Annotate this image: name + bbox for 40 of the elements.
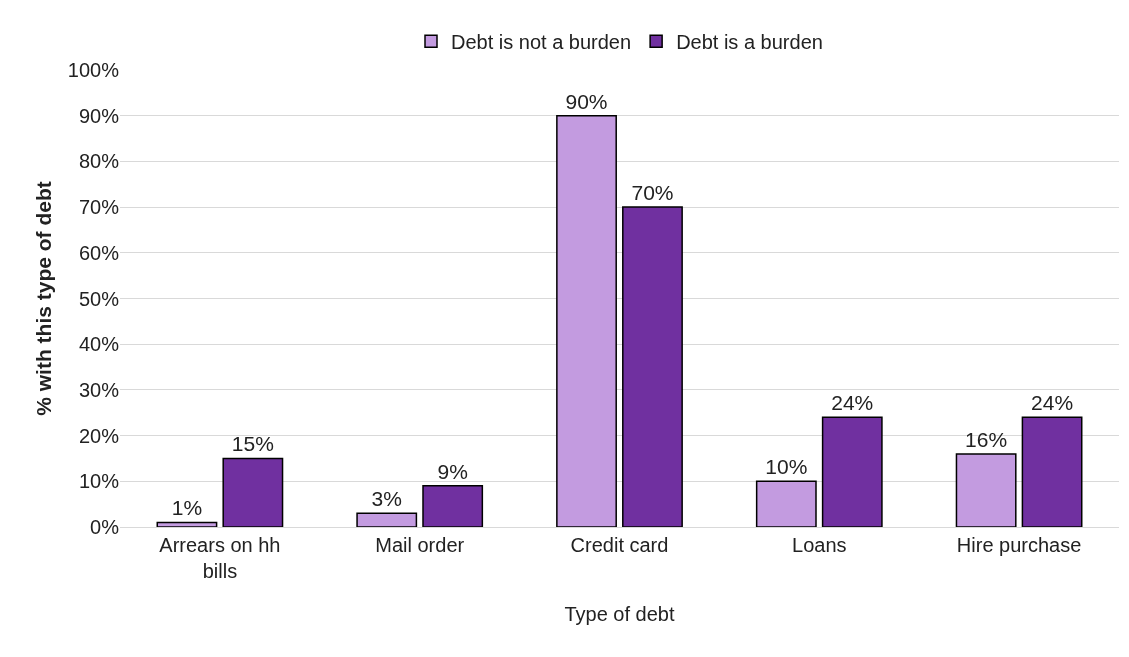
x-tick-label: Loans — [792, 534, 847, 556]
x-tick-label: Credit card — [570, 534, 669, 556]
y-tick-label: 30% — [78, 378, 120, 401]
bar — [156, 521, 218, 527]
y-tick-label: 60% — [78, 241, 120, 264]
y-tick-label: 70% — [78, 196, 120, 219]
x-tick-label: Mail order — [375, 534, 465, 556]
bar — [1021, 416, 1083, 527]
y-tick-label: 0% — [90, 516, 120, 538]
bar — [955, 453, 1017, 527]
x-tick-label: Hire purchase — [956, 534, 1082, 556]
bar — [422, 485, 484, 527]
bar — [622, 206, 683, 527]
bar — [755, 480, 817, 527]
data-label: 9% — [437, 459, 468, 483]
y-tick-label: 50% — [78, 287, 120, 310]
y-tick-label: 80% — [78, 150, 120, 173]
data-label: 70% — [631, 181, 674, 205]
legend-label: Debt is not a burden — [451, 31, 632, 54]
y-tick-label: 20% — [78, 424, 120, 447]
data-label: 15% — [231, 432, 274, 456]
data-label: 24% — [1031, 391, 1074, 415]
data-label: 90% — [565, 89, 608, 113]
data-label: 3% — [371, 487, 402, 511]
bar — [556, 114, 617, 527]
y-tick-label: 90% — [78, 104, 120, 127]
bar — [222, 457, 284, 527]
bar — [356, 512, 418, 527]
legend-label: Debt is a burden — [676, 31, 823, 54]
data-label: 24% — [831, 391, 874, 415]
y-axis-title: % with this type of debt — [31, 181, 55, 416]
y-tick-label: 40% — [78, 333, 120, 356]
data-label: 1% — [171, 496, 203, 520]
data-label: 10% — [765, 455, 808, 479]
x-axis-title: Type of debt — [564, 602, 675, 625]
x-tick-label: Arrears on hh bills — [159, 534, 281, 582]
bar — [821, 416, 883, 527]
y-tick-label: 10% — [78, 470, 120, 493]
y-tick-label: 100% — [67, 59, 120, 81]
data-label: 16% — [965, 427, 1008, 451]
